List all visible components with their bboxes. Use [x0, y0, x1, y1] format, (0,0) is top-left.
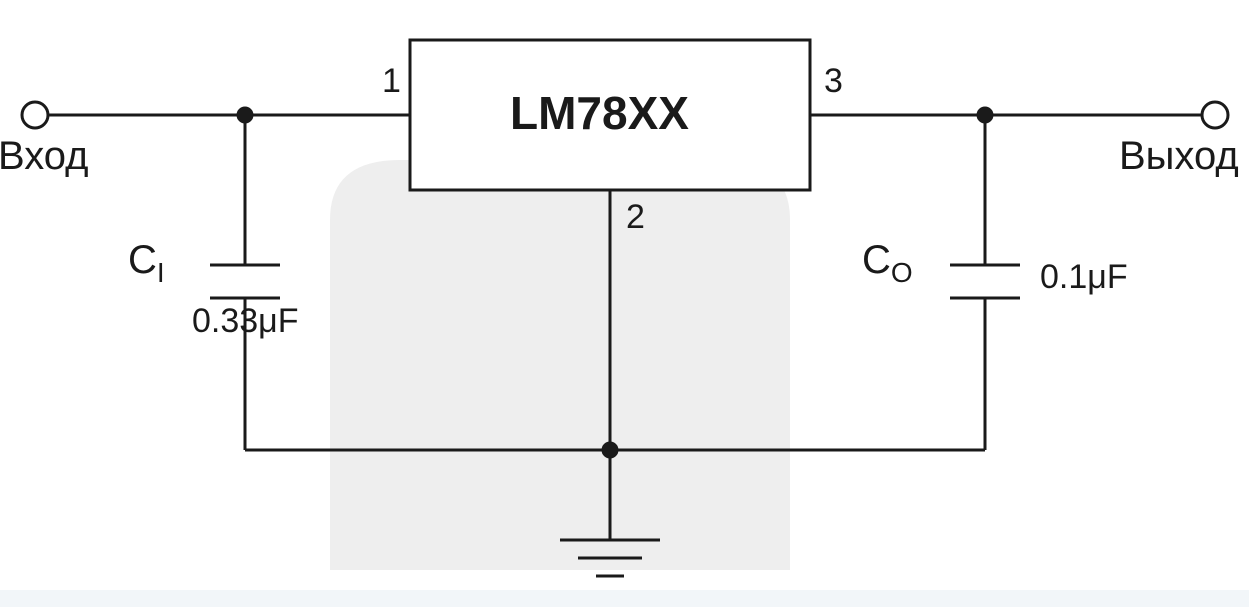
pin1-label: 1: [382, 62, 401, 101]
output-terminal-icon: [1202, 102, 1228, 128]
pin3-label: 3: [824, 62, 843, 101]
cap-output-name: CO: [862, 238, 913, 289]
watermark-shape: [330, 160, 790, 570]
cap-input-symbol: C: [128, 238, 157, 282]
junction-ground: [603, 443, 617, 457]
output-label: Выход: [1119, 134, 1239, 179]
cap-input-name: CI: [128, 238, 165, 289]
bottom-bar: [0, 590, 1249, 607]
pin2-label: 2: [626, 198, 645, 237]
input-terminal-icon: [22, 102, 48, 128]
cap-output-subscript: O: [891, 257, 913, 288]
ic-label: LM78XX: [510, 86, 689, 140]
cap-output-symbol: C: [862, 238, 891, 282]
cap-input-value: 0.33μF: [192, 302, 299, 341]
cap-output-value: 0.1μF: [1040, 258, 1128, 297]
cap-input-subscript: I: [157, 257, 165, 288]
input-label: Вход: [0, 134, 89, 179]
